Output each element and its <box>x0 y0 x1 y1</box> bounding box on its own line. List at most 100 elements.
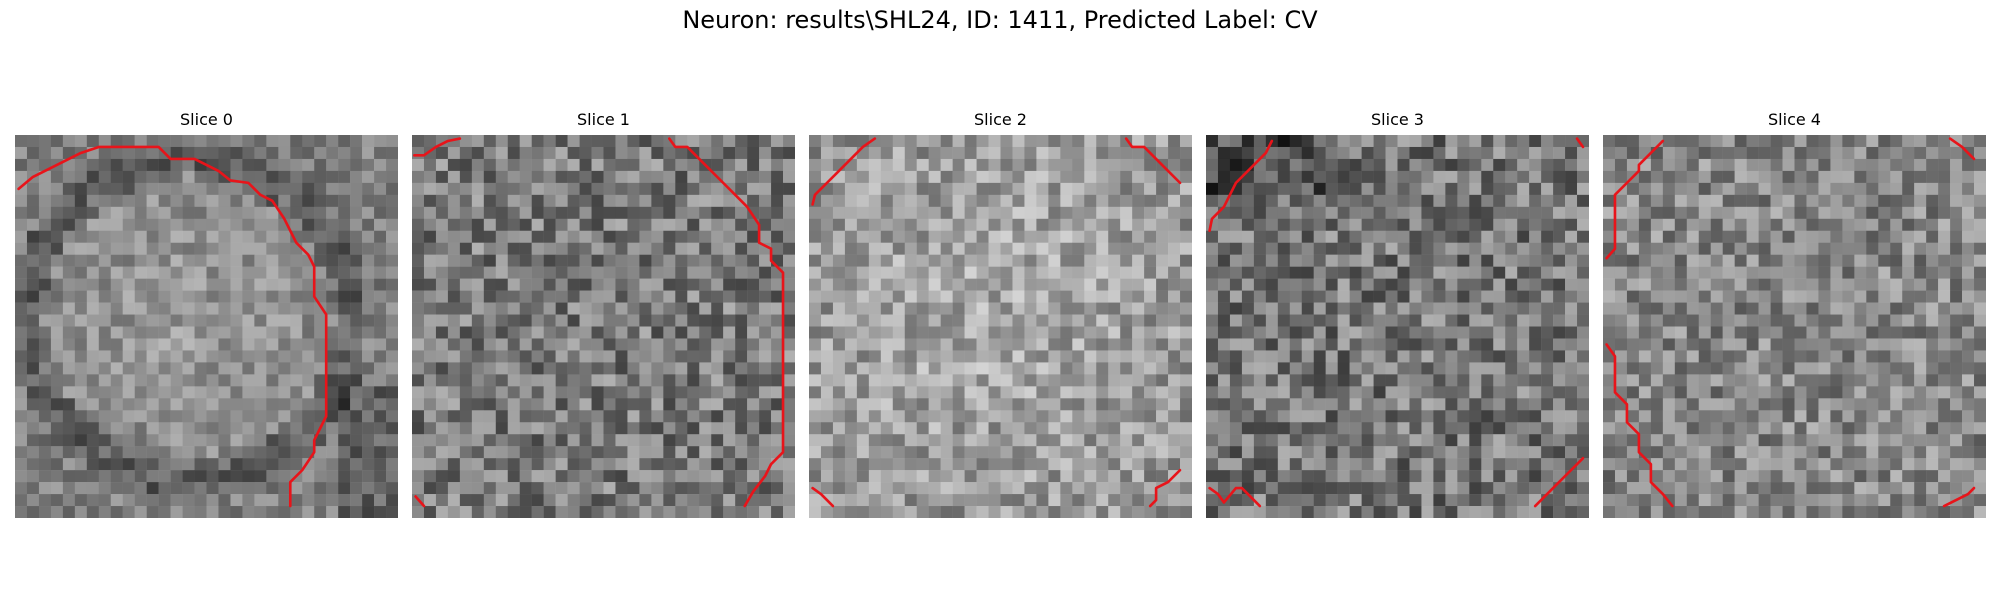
pixel <box>459 410 473 423</box>
pixel <box>1914 422 1927 435</box>
pixel <box>1217 135 1231 148</box>
pixel <box>1084 230 1097 243</box>
pixel <box>1048 278 1061 291</box>
pixel <box>1529 170 1542 184</box>
pixel <box>86 326 100 339</box>
pixel <box>1770 278 1783 291</box>
pixel <box>904 242 917 255</box>
pixel <box>1229 362 1243 375</box>
pixel <box>495 254 508 267</box>
pixel <box>687 422 700 435</box>
pixel <box>495 206 508 220</box>
pixel <box>1229 458 1243 471</box>
pixel <box>1746 398 1759 411</box>
pixel <box>928 350 941 363</box>
pixel <box>1373 398 1386 411</box>
pixel <box>856 266 870 279</box>
pixel <box>495 434 508 447</box>
pixel <box>1144 314 1157 327</box>
pixel <box>1397 194 1410 208</box>
pixel <box>146 170 159 184</box>
pixel <box>146 386 159 399</box>
pixel <box>1144 326 1157 339</box>
pixel <box>1349 446 1362 459</box>
pixel <box>639 374 652 387</box>
pixel <box>952 194 965 208</box>
pixel <box>1842 290 1855 303</box>
pixel <box>952 458 965 471</box>
pixel <box>627 278 640 291</box>
pixel <box>1638 242 1652 255</box>
pixel <box>1926 158 1939 172</box>
pixel <box>314 458 327 471</box>
pixel <box>170 326 183 339</box>
pixel <box>1024 338 1037 351</box>
pixel <box>362 386 375 399</box>
pixel <box>230 314 243 327</box>
pixel <box>1626 458 1640 471</box>
pixel <box>603 182 616 196</box>
pixel <box>1036 398 1049 411</box>
pixel <box>952 506 965 518</box>
pixel <box>1337 206 1350 220</box>
pixel <box>50 506 64 518</box>
pixel <box>928 278 941 291</box>
pixel <box>206 290 219 303</box>
pixel <box>1698 434 1711 447</box>
pixel <box>1180 314 1192 327</box>
pixel <box>603 470 616 483</box>
pixel <box>928 242 941 255</box>
pixel <box>1289 242 1302 255</box>
pixel <box>1854 398 1867 411</box>
pixel <box>531 338 544 351</box>
pixel <box>904 350 917 363</box>
pixel <box>1529 266 1542 279</box>
pixel <box>844 458 858 471</box>
pixel <box>976 482 989 495</box>
pixel <box>38 254 52 267</box>
pixel <box>591 170 604 184</box>
pixel <box>759 194 772 208</box>
pixel <box>1060 458 1073 471</box>
pixel <box>146 470 159 483</box>
pixel <box>856 350 870 363</box>
pixel <box>1132 458 1145 471</box>
pixel <box>904 182 917 196</box>
pixel <box>1638 266 1652 279</box>
pixel <box>603 374 616 387</box>
pixel <box>1674 326 1688 339</box>
pixel <box>1758 242 1771 255</box>
pixel <box>1301 350 1314 363</box>
pixel <box>459 326 473 339</box>
pixel <box>809 206 822 220</box>
pixel <box>1301 434 1314 447</box>
pixel <box>1541 254 1554 267</box>
pixel <box>1866 410 1879 423</box>
pixel <box>374 218 387 231</box>
pixel <box>1914 362 1927 375</box>
pixel <box>1277 482 1291 495</box>
pixel <box>362 242 375 255</box>
pixel <box>1241 170 1255 184</box>
pixel <box>964 350 977 363</box>
pixel <box>15 446 28 459</box>
pixel <box>1421 446 1434 459</box>
pixel <box>459 158 473 172</box>
pixel <box>1132 422 1145 435</box>
pixel <box>1409 218 1422 231</box>
pixel <box>916 170 929 184</box>
pixel <box>1577 398 1589 411</box>
pixel <box>435 254 449 267</box>
pixel <box>759 302 772 315</box>
pixel <box>555 158 568 172</box>
pixel <box>15 230 28 243</box>
pixel <box>1313 374 1326 387</box>
pixel <box>747 146 760 160</box>
pixel <box>1060 278 1073 291</box>
pixel <box>1529 146 1542 160</box>
pixel <box>1938 146 1951 160</box>
pixel <box>1806 290 1819 303</box>
pixel <box>1481 314 1494 327</box>
pixel <box>242 314 255 327</box>
pixel <box>1529 458 1542 471</box>
